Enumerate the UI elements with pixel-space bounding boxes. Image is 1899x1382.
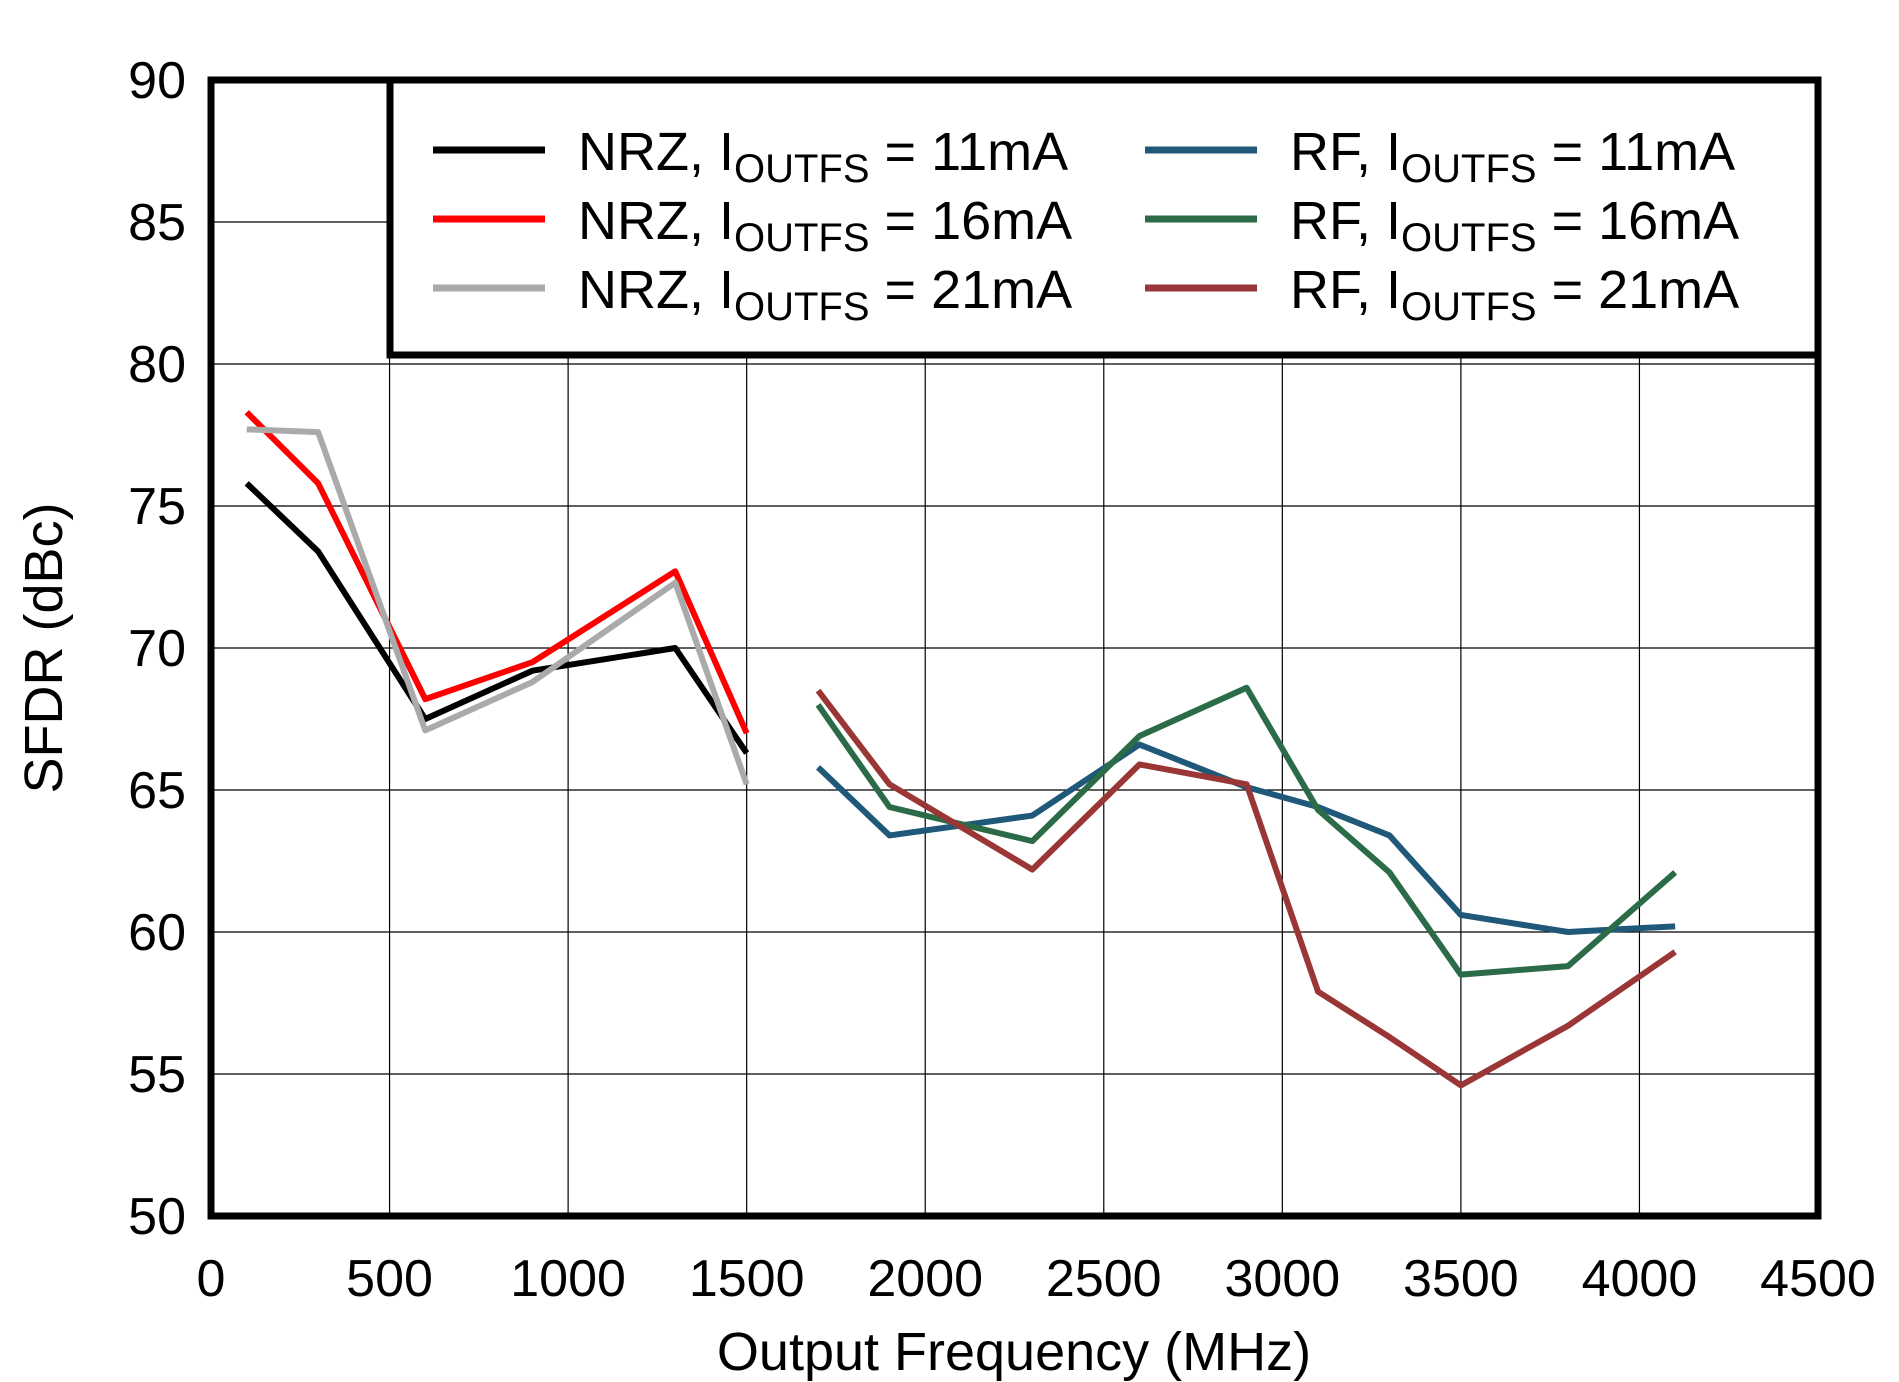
y-axis-label: SFDR (dBc) [14,502,74,793]
series-line [244,481,750,755]
x-tick-label: 4000 [1582,1250,1698,1308]
series-line [815,688,1677,1089]
x-tick-label: 500 [346,1250,433,1308]
x-tick-label: 2000 [867,1250,983,1308]
x-tick-label: 0 [197,1250,226,1308]
series-line [244,410,750,735]
x-tick-label: 1000 [510,1250,626,1308]
legend-label: NRZ, IOUTFS = 21mA [578,260,1072,329]
x-tick-label: 1500 [689,1250,805,1308]
series-lines [244,410,1678,1089]
y-tick-label: 65 [128,762,186,820]
tick-labels: 0 500 1000 1500 2000 2500 3000 3500 4000 4500 50 55… [128,52,1876,1308]
x-tick-label: 3000 [1224,1250,1340,1308]
x-tick-label: 4500 [1760,1250,1876,1308]
y-tick-label: 50 [128,1188,186,1246]
y-tick-label: 55 [128,1046,186,1104]
series-line [816,741,1676,935]
y-tick-label: 60 [128,904,186,962]
legend-label: RF, IOUTFS = 21mA [1290,260,1739,329]
y-tick-label: 85 [128,194,186,252]
y-tick-label: 70 [128,620,186,678]
y-tick-label: 90 [128,52,186,110]
x-tick-label: 2500 [1046,1250,1162,1308]
legend-box [386,76,1822,359]
y-tick-label: 75 [128,478,186,536]
x-tick-label: 3500 [1403,1250,1519,1308]
legend-label: RF, IOUTFS = 11mA [1290,122,1735,191]
legend-label: NRZ, IOUTFS = 16mA [578,191,1072,260]
legend-label: RF, IOUTFS = 16mA [1290,191,1739,260]
series-line [246,426,750,786]
legend-label: NRZ, IOUTFS = 11mA [578,122,1068,191]
x-axis-label: Output Frequency (MHz) [717,1322,1311,1382]
y-tick-label: 80 [128,336,186,394]
